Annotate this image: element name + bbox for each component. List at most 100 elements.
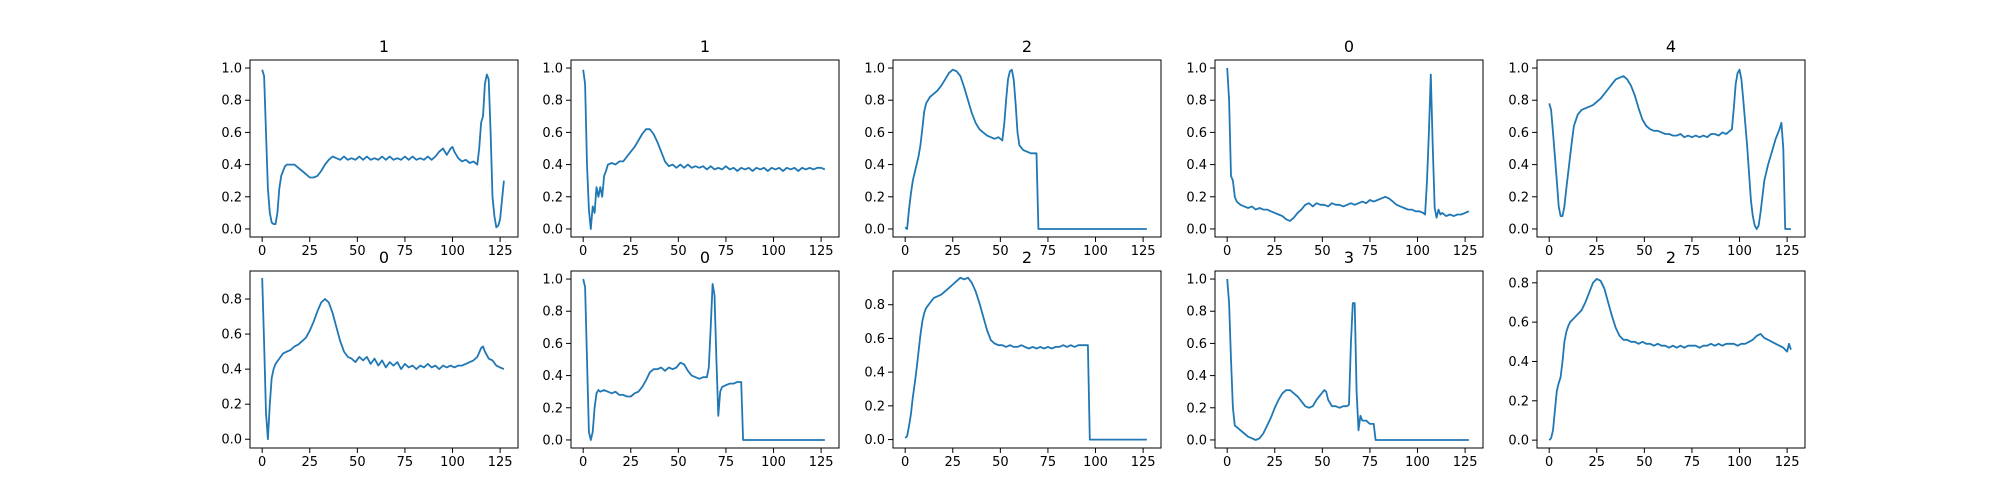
y-tick-label: 0.8 (1186, 305, 1207, 320)
y-tick-label: 0.2 (542, 401, 563, 416)
x-tick-label: 25 (1588, 455, 1605, 470)
axes-frame (892, 270, 1162, 449)
subplot-title: 0 (379, 248, 389, 267)
y-tick-label: 0.0 (542, 222, 563, 237)
y-tick-label: 0.6 (542, 126, 563, 141)
y-tick-label: 0.4 (542, 158, 563, 173)
y-tick-label: 0.8 (864, 94, 885, 109)
y-tick-label: 0.8 (221, 94, 242, 109)
y-tick-label: 0.0 (542, 433, 563, 448)
x-tick-label: 75 (1040, 455, 1057, 470)
y-tick-label: 0.6 (1508, 126, 1529, 141)
series-line (1226, 278, 1469, 441)
axes-frame (1214, 59, 1484, 238)
y-tick-label: 0.2 (1186, 190, 1207, 205)
y-tick-label: 0.4 (1186, 158, 1207, 173)
subplot-title: 3 (1344, 248, 1354, 267)
y-tick-label: 0.2 (221, 398, 242, 413)
series-line (904, 68, 1147, 230)
y-tick-label: 0.4 (1186, 369, 1207, 384)
subplot-3: 2 0 25 50 75 100 125 0.0 0.2 0.4 0.6 0.8 1.0 (864, 37, 1162, 259)
subplot-1: 1 0 25 50 75 100 125 0.0 0.2 0.4 0.6 0.8 1.0 (221, 37, 519, 259)
x-tick-label: 25 (301, 244, 318, 259)
x-tick-label: 75 (1040, 244, 1057, 259)
x-tick-label: 100 (761, 244, 786, 259)
x-tick-label: 75 (397, 244, 414, 259)
y-tick-label: 1.0 (1186, 273, 1207, 288)
y-tick-label: 0.0 (221, 222, 242, 237)
x-tick-label: 75 (397, 455, 414, 470)
x-tick-label: 25 (301, 455, 318, 470)
x-tick-label: 50 (1314, 455, 1331, 470)
x-tick-label: 100 (1405, 455, 1430, 470)
series-line (904, 276, 1147, 441)
axes-frame (249, 270, 519, 449)
y-tick-label: 0.8 (1186, 94, 1207, 109)
series-line (1548, 277, 1792, 441)
x-tick-label: 0 (1223, 455, 1231, 470)
axes-frame (570, 270, 840, 449)
x-tick-label: 25 (944, 244, 961, 259)
y-tick-label: 0.2 (864, 190, 885, 205)
x-tick-label: 0 (901, 244, 909, 259)
x-tick-label: 50 (1636, 244, 1653, 259)
x-tick-label: 75 (1362, 244, 1379, 259)
y-tick-label: 1.0 (1508, 62, 1529, 77)
x-tick-label: 125 (1453, 455, 1478, 470)
x-tick-label: 75 (1684, 455, 1701, 470)
x-tick-label: 100 (1727, 244, 1752, 259)
x-tick-label: 75 (718, 455, 735, 470)
x-tick-label: 75 (1362, 455, 1379, 470)
series-line (1226, 67, 1470, 222)
y-tick-label: 0.0 (864, 222, 885, 237)
x-tick-label: 50 (992, 244, 1009, 259)
x-tick-label: 25 (1588, 244, 1605, 259)
x-tick-label: 100 (1727, 455, 1752, 470)
y-tick-label: 0.0 (1186, 222, 1207, 237)
subplot-title: 0 (1344, 37, 1354, 56)
x-tick-label: 125 (809, 244, 834, 259)
y-tick-label: 0.4 (542, 369, 563, 384)
x-tick-label: 100 (1083, 244, 1108, 259)
y-tick-label: 1.0 (864, 62, 885, 77)
x-tick-label: 0 (1223, 244, 1231, 259)
axes-frame (249, 59, 519, 238)
subplot-title: 0 (700, 248, 710, 267)
y-tick-label: 0.6 (864, 126, 885, 141)
y-tick-label: 0.4 (864, 158, 885, 173)
x-tick-label: 125 (1453, 244, 1478, 259)
y-tick-label: 0.8 (864, 298, 885, 313)
x-tick-label: 100 (761, 455, 786, 470)
y-tick-label: 0.2 (221, 190, 242, 205)
x-tick-label: 125 (1775, 455, 1800, 470)
x-tick-label: 0 (258, 455, 266, 470)
x-tick-label: 50 (349, 244, 366, 259)
x-tick-label: 50 (992, 455, 1009, 470)
axes-frame (1536, 59, 1806, 238)
y-tick-label: 0.6 (221, 328, 242, 343)
x-tick-label: 75 (718, 244, 735, 259)
subplot-title: 2 (1022, 37, 1032, 56)
x-tick-label: 25 (622, 455, 639, 470)
x-tick-label: 125 (1131, 244, 1156, 259)
y-tick-label: 0.6 (864, 332, 885, 347)
subplot-4: 0 0 25 50 75 100 125 0.0 0.2 0.4 0.6 0.8 1.0 (1186, 37, 1484, 259)
x-tick-label: 25 (1266, 455, 1283, 470)
y-tick-label: 0.4 (221, 363, 242, 378)
x-tick-label: 50 (1636, 455, 1653, 470)
subplot-5: 4 0 25 50 75 100 125 0.0 0.2 0.4 0.6 0.8 1.0 (1508, 37, 1806, 259)
x-tick-label: 50 (1314, 244, 1331, 259)
y-tick-label: 0.6 (1186, 337, 1207, 352)
x-tick-label: 0 (901, 455, 909, 470)
x-tick-label: 25 (944, 455, 961, 470)
axes-frame (892, 59, 1162, 238)
y-tick-label: 0.0 (864, 433, 885, 448)
y-tick-label: 0.2 (864, 399, 885, 414)
y-tick-label: 0.8 (542, 94, 563, 109)
series-line (261, 69, 505, 229)
series-line (582, 69, 826, 230)
y-tick-label: 0.4 (864, 366, 885, 381)
y-tick-label: 0.2 (1508, 394, 1529, 409)
x-tick-label: 0 (1545, 455, 1553, 470)
x-tick-label: 100 (440, 244, 465, 259)
